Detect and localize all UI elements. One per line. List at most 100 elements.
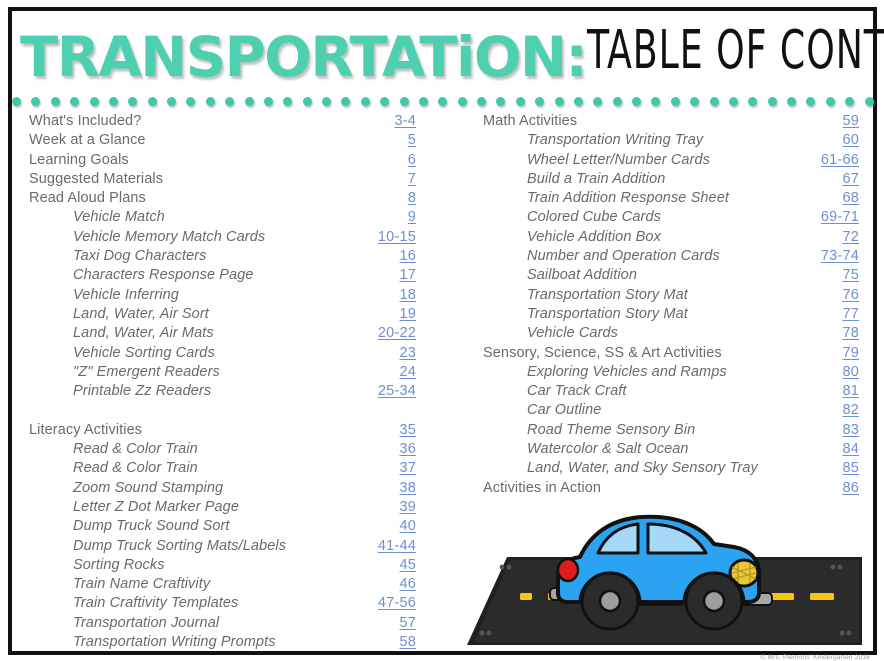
toc-entry[interactable]: Sailboat Addition 75 xyxy=(483,267,859,286)
toc-page-number-link[interactable]: 39 xyxy=(399,498,416,515)
toc-entry[interactable]: Land, Water, Air Mats 20-22 xyxy=(29,325,416,344)
toc-page-number-link[interactable]: 23 xyxy=(399,344,416,361)
toc-page-number-link[interactable]: 19 xyxy=(399,305,416,322)
toc-entry[interactable]: Number and Operation Cards 73-74 xyxy=(483,248,859,267)
toc-entry[interactable]: Learning Goals 6 xyxy=(29,152,416,171)
toc-page-number-link[interactable]: 69-71 xyxy=(820,209,859,226)
toc-page-number-link[interactable]: 67 xyxy=(842,170,859,187)
toc-entry[interactable]: Vehicle Sorting Cards 23 xyxy=(29,345,416,364)
toc-entry[interactable]: Car Outline 82 xyxy=(483,402,859,421)
toc-page-number-link[interactable]: 80 xyxy=(842,363,859,380)
toc-page-number-link[interactable]: 24 xyxy=(399,363,416,380)
toc-page-number-link[interactable]: 83 xyxy=(842,421,859,438)
toc-entry[interactable]: Suggested Materials 7 xyxy=(29,171,416,190)
toc-page-number-link[interactable]: 8 xyxy=(407,190,416,207)
toc-entry[interactable]: Vehicle Addition Box 72 xyxy=(483,229,859,248)
toc-page-number-link[interactable]: 85 xyxy=(842,460,859,477)
toc-entry[interactable]: Read & Color Train 37 xyxy=(29,460,416,479)
toc-page-number-link[interactable]: 38 xyxy=(399,479,416,496)
toc-page-number-link[interactable]: 81 xyxy=(842,383,859,400)
toc-entry[interactable]: What's Included? 3-4 xyxy=(29,113,416,132)
toc-entry[interactable]: Dump Truck Sorting Mats/Labels 41-44 xyxy=(29,538,416,557)
toc-page-number-link[interactable]: 61-66 xyxy=(820,151,859,168)
toc-page-number-link[interactable]: 37 xyxy=(399,460,416,477)
toc-entry[interactable]: Transportation Writing Prompts 58 xyxy=(29,634,416,653)
toc-entry[interactable]: Colored Cube Cards 69-71 xyxy=(483,209,859,228)
toc-entry-label: Car Track Craft xyxy=(527,383,627,400)
toc-page-number-link[interactable]: 84 xyxy=(842,441,859,458)
toc-page-number-link[interactable]: 18 xyxy=(399,286,416,303)
toc-page-number-link[interactable]: 10-15 xyxy=(377,228,416,245)
toc-page-number-link[interactable]: 86 xyxy=(842,479,859,496)
toc-page-number-link[interactable]: 5 xyxy=(407,132,416,149)
toc-page-number-link[interactable]: 45 xyxy=(399,556,416,573)
toc-entry[interactable]: Watercolor & Salt Ocean 84 xyxy=(483,441,859,460)
toc-page-number-link[interactable]: 79 xyxy=(842,344,859,361)
toc-page-number-link[interactable]: 57 xyxy=(399,614,416,631)
toc-page-number-link[interactable]: 58 xyxy=(399,634,416,651)
toc-page-number-link[interactable]: 77 xyxy=(842,305,859,322)
toc-entry[interactable]: Letter Z Dot Marker Page 39 xyxy=(29,499,416,518)
dot-divider xyxy=(12,94,874,108)
toc-page-number-link[interactable]: 9 xyxy=(407,209,416,226)
toc-page-number-link[interactable]: 17 xyxy=(399,267,416,284)
toc-entry[interactable]: Transportation Writing Tray 60 xyxy=(483,132,859,151)
toc-entry[interactable]: Printable Zz Readers 25-34 xyxy=(29,383,416,402)
toc-page-number-link[interactable]: 16 xyxy=(399,248,416,265)
toc-entry[interactable]: Train Craftivity Templates 47-56 xyxy=(29,595,416,614)
toc-page-number-link[interactable]: 6 xyxy=(407,151,416,168)
toc-page-number-link[interactable]: 78 xyxy=(842,325,859,342)
toc-page-number-link[interactable]: 73-74 xyxy=(820,248,859,265)
toc-entry[interactable]: Dump Truck Sound Sort 40 xyxy=(29,518,416,537)
toc-entry[interactable]: Read & Color Train 36 xyxy=(29,441,416,460)
toc-entry[interactable]: Train Addition Response Sheet 68 xyxy=(483,190,859,209)
toc-entry[interactable]: Week at a Glance 5 xyxy=(29,132,416,151)
toc-page-number-link[interactable]: 75 xyxy=(842,267,859,284)
divider-dot-icon xyxy=(302,96,312,106)
toc-page-number-link[interactable]: 40 xyxy=(399,518,416,535)
toc-page-number-link[interactable]: 72 xyxy=(842,228,859,245)
toc-entry[interactable]: "Z" Emergent Readers 24 xyxy=(29,364,416,383)
toc-entry-label: Printable Zz Readers xyxy=(73,383,212,400)
toc-page-number-link[interactable]: 35 xyxy=(399,421,416,438)
toc-page-number-link[interactable]: 46 xyxy=(399,576,416,593)
divider-dot-icon xyxy=(845,96,855,106)
toc-page-number-link[interactable]: 47-56 xyxy=(377,595,416,612)
toc-entry[interactable]: Land, Water, and Sky Sensory Tray 85 xyxy=(483,460,859,479)
toc-page-number-link[interactable]: 20-22 xyxy=(377,325,416,342)
toc-entry[interactable]: Transportation Story Mat 77 xyxy=(483,306,859,325)
toc-entry-label: Characters Response Page xyxy=(73,267,254,284)
toc-entry[interactable]: Math Activities 59 xyxy=(483,113,859,132)
toc-entry[interactable]: Road Theme Sensory Bin 83 xyxy=(483,422,859,441)
toc-page-number-link[interactable]: 76 xyxy=(842,286,859,303)
toc-page-number-link[interactable]: 3-4 xyxy=(394,113,416,129)
toc-entry[interactable]: Activities in Action 86 xyxy=(483,480,859,499)
toc-entry[interactable]: Transportation Journal 57 xyxy=(29,615,416,634)
toc-entry[interactable]: Read Aloud Plans 8 xyxy=(29,190,416,209)
toc-page-number-link[interactable]: 68 xyxy=(842,190,859,207)
toc-page-number-link[interactable]: 82 xyxy=(842,402,859,419)
toc-entry[interactable]: Build a Train Addition 67 xyxy=(483,171,859,190)
toc-entry[interactable]: Vehicle Memory Match Cards 10-15 xyxy=(29,229,416,248)
toc-entry[interactable]: Wheel Letter/Number Cards 61-66 xyxy=(483,152,859,171)
toc-entry[interactable]: Literacy Activities 35 xyxy=(29,422,416,441)
toc-page-number-link[interactable]: 36 xyxy=(399,441,416,458)
toc-entry[interactable]: Train Name Craftivity 46 xyxy=(29,576,416,595)
toc-entry[interactable]: Taxi Dog Characters 16 xyxy=(29,248,416,267)
toc-page-number-link[interactable]: 59 xyxy=(842,113,859,129)
toc-entry[interactable]: Land, Water, Air Sort 19 xyxy=(29,306,416,325)
toc-page-number-link[interactable]: 7 xyxy=(407,170,416,187)
toc-entry[interactable]: Exploring Vehicles and Ramps 80 xyxy=(483,364,859,383)
toc-entry[interactable]: Car Track Craft 81 xyxy=(483,383,859,402)
toc-entry[interactable]: Characters Response Page 17 xyxy=(29,267,416,286)
toc-entry[interactable]: Vehicle Match 9 xyxy=(29,209,416,228)
toc-page-number-link[interactable]: 41-44 xyxy=(377,537,416,554)
toc-entry[interactable]: Vehicle Inferring 18 xyxy=(29,287,416,306)
toc-entry[interactable]: Zoom Sound Stamping 38 xyxy=(29,480,416,499)
toc-page-number-link[interactable]: 25-34 xyxy=(377,383,416,400)
toc-entry[interactable]: Sorting Rocks 45 xyxy=(29,557,416,576)
toc-entry[interactable]: Vehicle Cards 78 xyxy=(483,325,859,344)
toc-entry[interactable]: Sensory, Science, SS & Art Activities 79 xyxy=(483,345,859,364)
toc-entry[interactable]: Transportation Story Mat 76 xyxy=(483,287,859,306)
toc-page-number-link[interactable]: 60 xyxy=(842,132,859,149)
